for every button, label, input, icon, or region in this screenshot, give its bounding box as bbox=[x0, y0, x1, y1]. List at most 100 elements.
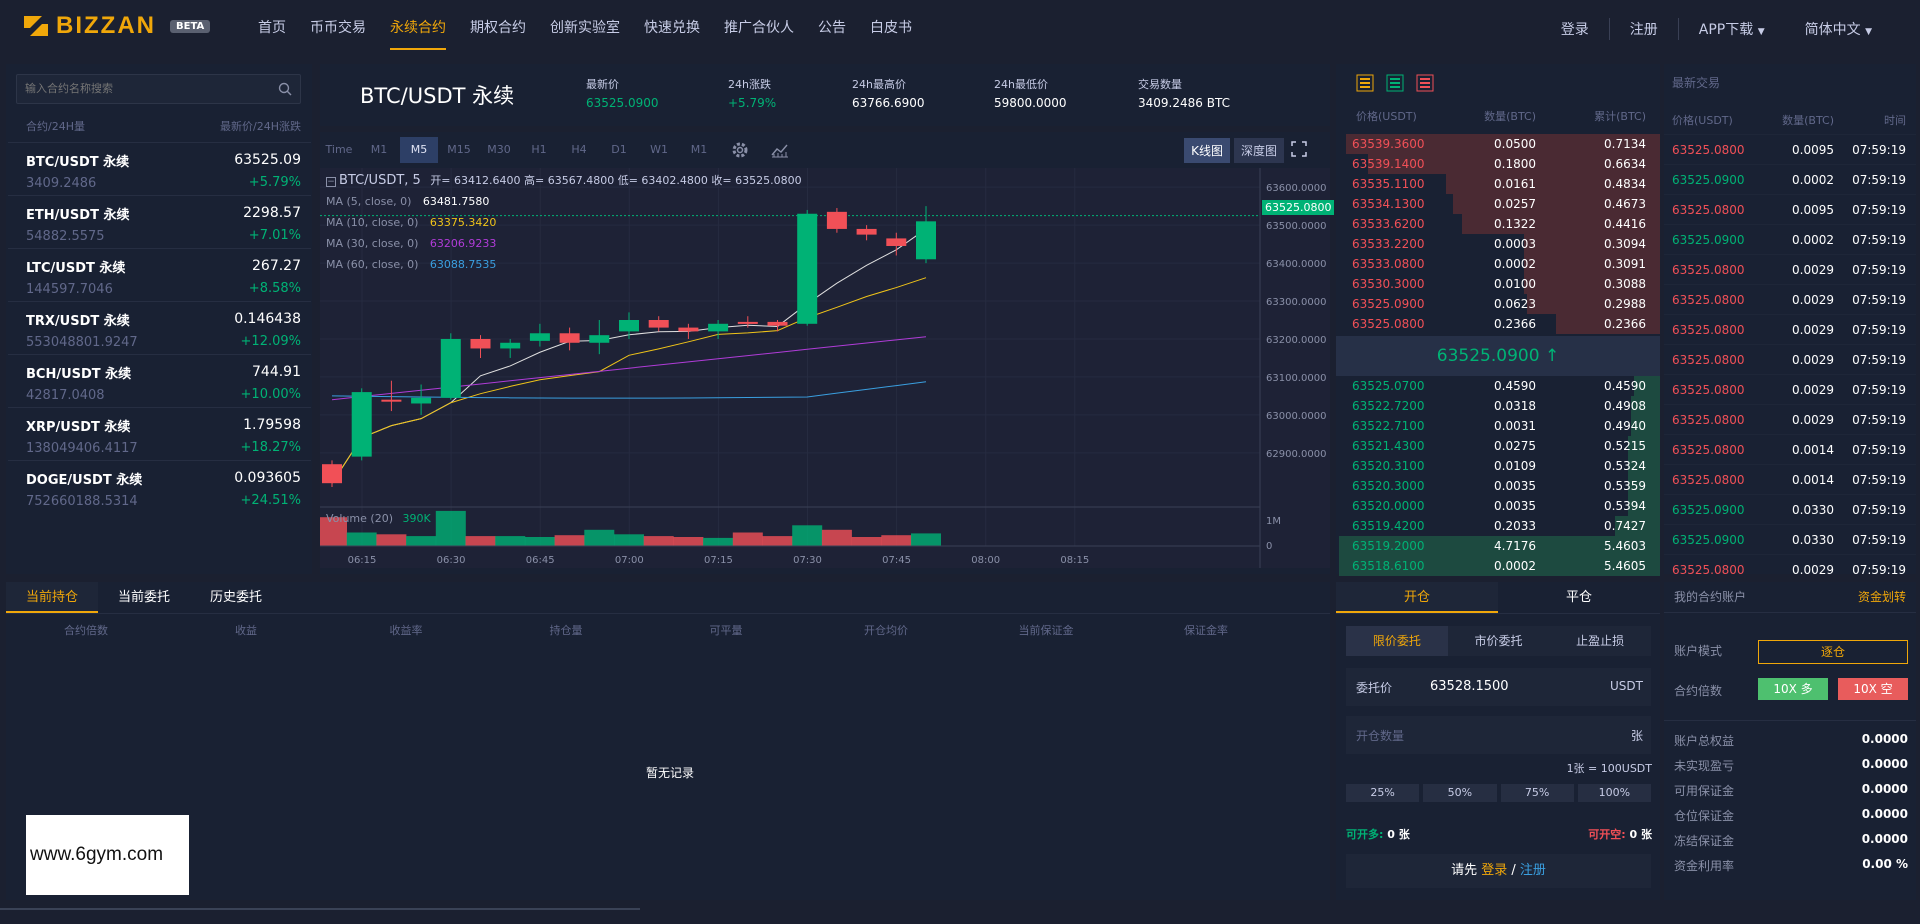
order-total: 0.3094 bbox=[1604, 237, 1646, 251]
pct-100-button[interactable]: 100% bbox=[1577, 784, 1651, 802]
tab-close[interactable]: 平仓 bbox=[1565, 590, 1592, 605]
col-amount: 数量(BTC) bbox=[1782, 114, 1834, 127]
nav-whitepaper[interactable]: 白皮书 bbox=[870, 20, 912, 36]
ask-row[interactable]: 63530.3000 0.0100 0.3088 bbox=[1336, 274, 1660, 294]
price-field[interactable]: 委托价 63528.1500 USDT bbox=[1346, 668, 1651, 706]
collapse-icon[interactable]: − bbox=[326, 177, 336, 187]
bid-row[interactable]: 63522.7100 0.0031 0.4940 bbox=[1336, 416, 1660, 436]
interval-time[interactable]: Time bbox=[325, 143, 353, 156]
nav-announce[interactable]: 公告 bbox=[818, 20, 846, 36]
login-link[interactable]: 登录 bbox=[1560, 22, 1589, 38]
ma-value: 63206.9233 bbox=[429, 237, 497, 250]
trade-time: 07:59:19 bbox=[1852, 472, 1906, 487]
quantity-field[interactable]: 开仓数量 张 bbox=[1346, 716, 1651, 754]
app-download-menu[interactable]: APP下载 ▼ bbox=[1679, 19, 1785, 39]
register-link[interactable]: 注册 bbox=[1629, 22, 1658, 38]
nav-options[interactable]: 期权合约 bbox=[470, 20, 526, 36]
ask-row[interactable]: 63533.2200 0.0003 0.3094 bbox=[1336, 234, 1660, 254]
book-asks-icon[interactable] bbox=[1416, 74, 1434, 92]
col-price-change: 最新价/24H涨跌 bbox=[220, 120, 301, 133]
ask-row[interactable]: 63533.0800 0.0002 0.3091 bbox=[1336, 254, 1660, 274]
book-both-icon[interactable] bbox=[1356, 74, 1374, 92]
bid-row[interactable]: 63518.6100 0.0002 5.4605 bbox=[1336, 556, 1660, 576]
slash: / bbox=[1511, 863, 1516, 878]
trade-price: 63525.0900 bbox=[1672, 502, 1745, 517]
interval-h1[interactable]: H1 bbox=[531, 143, 547, 156]
interval-m15[interactable]: M15 bbox=[447, 143, 471, 156]
ask-row[interactable]: 63534.1300 0.0257 0.4673 bbox=[1336, 194, 1660, 214]
trade-time: 07:59:19 bbox=[1852, 442, 1906, 457]
bid-row[interactable]: 63525.0700 0.4590 0.4590 bbox=[1336, 376, 1660, 396]
horizontal-scrollbar[interactable] bbox=[0, 908, 640, 910]
volume-bar bbox=[435, 510, 466, 546]
order-price: 63539.3600 bbox=[1352, 137, 1425, 151]
bid-row[interactable]: 63520.3100 0.0109 0.5324 bbox=[1336, 456, 1660, 476]
interval-h4[interactable]: H4 bbox=[571, 143, 587, 156]
bid-row[interactable]: 63519.4200 0.2033 0.7427 bbox=[1336, 516, 1660, 536]
pct-25-button[interactable]: 25% bbox=[1346, 784, 1420, 802]
order-amount: 0.0623 bbox=[1494, 297, 1536, 311]
nav-perpetual[interactable]: 永续合约 bbox=[390, 0, 446, 58]
percent-selector: 25% 50% 75% 100% bbox=[1346, 784, 1651, 802]
interval-month[interactable]: M1 bbox=[690, 143, 708, 156]
bid-row[interactable]: 63521.4300 0.0275 0.5215 bbox=[1336, 436, 1660, 456]
kline-view-button[interactable]: K线图 bbox=[1184, 138, 1230, 163]
ask-row[interactable]: 63539.3600 0.0500 0.7134 bbox=[1336, 134, 1660, 154]
trade-price: 63525.0800 bbox=[1672, 322, 1745, 337]
ask-row[interactable]: 63539.1400 0.1800 0.6634 bbox=[1336, 154, 1660, 174]
interval-m30[interactable]: M30 bbox=[487, 143, 511, 156]
market-row-btc[interactable]: BTC/USDT 永续 3409.2486 63525.09 +5.79% bbox=[8, 142, 311, 195]
nav-partner[interactable]: 推广合伙人 bbox=[724, 20, 794, 36]
market-row-eth[interactable]: ETH/USDT 永续 54882.5575 2298.57 +7.01% bbox=[8, 195, 311, 248]
interval-w1[interactable]: W1 bbox=[650, 143, 668, 156]
ma-value: 63375.3420 bbox=[429, 216, 497, 229]
long-leverage-button[interactable]: 10X 多 bbox=[1758, 678, 1828, 700]
language-menu[interactable]: 简体中文 ▼ bbox=[1785, 19, 1920, 39]
login-link[interactable]: 登录 bbox=[1481, 863, 1508, 878]
pct-50-button[interactable]: 50% bbox=[1423, 784, 1497, 802]
bid-row[interactable]: 63520.0000 0.0035 0.5394 bbox=[1336, 496, 1660, 516]
kline-chart[interactable]: 63600.0000 63500.0000 63400.0000 63300.0000… bbox=[320, 168, 1330, 568]
nav-spot[interactable]: 币币交易 bbox=[310, 20, 366, 36]
market-row-trx[interactable]: TRX/USDT 永续 553048801.9247 0.146438 +12.… bbox=[8, 301, 311, 354]
depth-bar bbox=[1634, 376, 1660, 396]
gear-icon[interactable] bbox=[720, 139, 760, 161]
market-row-ltc[interactable]: LTC/USDT 永续 144597.7046 267.27 +8.58% bbox=[8, 248, 311, 301]
ask-row[interactable]: 63525.0800 0.2366 0.2366 bbox=[1336, 314, 1660, 334]
bid-row[interactable]: 63522.7200 0.0318 0.4908 bbox=[1336, 396, 1660, 416]
ask-row[interactable]: 63535.1100 0.0161 0.4834 bbox=[1336, 174, 1660, 194]
tab-limit-order[interactable]: 限价委托 bbox=[1346, 626, 1448, 656]
interval-m5[interactable]: M5 bbox=[400, 137, 438, 163]
fullscreen-icon[interactable] bbox=[1284, 138, 1314, 160]
ask-row[interactable]: 63525.0900 0.0623 0.2988 bbox=[1336, 294, 1660, 314]
brand-logo[interactable]: BIZZAN BETA bbox=[22, 12, 211, 40]
tab-open-orders[interactable]: 当前委托 bbox=[118, 590, 171, 605]
indicators-icon[interactable] bbox=[760, 139, 800, 161]
search-icon[interactable] bbox=[278, 82, 292, 96]
tab-order-history[interactable]: 历史委托 bbox=[210, 590, 263, 605]
market-search-input[interactable] bbox=[17, 75, 267, 103]
bid-row[interactable]: 63520.3000 0.0035 0.5359 bbox=[1336, 476, 1660, 496]
nav-swap[interactable]: 快速兑换 bbox=[644, 20, 700, 36]
market-row-xrp[interactable]: XRP/USDT 永续 138049406.4117 1.79598 +18.2… bbox=[8, 407, 311, 460]
bid-row[interactable]: 63519.2000 4.7176 5.4603 bbox=[1336, 536, 1660, 556]
register-link[interactable]: 注册 bbox=[1519, 863, 1546, 878]
order-total: 0.7427 bbox=[1604, 519, 1646, 533]
depth-view-button[interactable]: 深度图 bbox=[1233, 138, 1284, 163]
tab-open[interactable]: 开仓 bbox=[1336, 582, 1498, 613]
pct-75-button[interactable]: 75% bbox=[1500, 784, 1574, 802]
book-bids-icon[interactable] bbox=[1386, 74, 1404, 92]
transfer-link[interactable]: 资金划转 bbox=[1857, 590, 1906, 604]
ask-row[interactable]: 63533.6200 0.1322 0.4416 bbox=[1336, 214, 1660, 234]
tab-tp-sl[interactable]: 止盈止损 bbox=[1576, 634, 1625, 648]
interval-d1[interactable]: D1 bbox=[611, 143, 627, 156]
short-leverage-button[interactable]: 10X 空 bbox=[1838, 678, 1908, 700]
market-row-doge[interactable]: DOGE/USDT 永续 752660188.5314 0.093605 +24… bbox=[8, 460, 311, 513]
nav-lab[interactable]: 创新实验室 bbox=[550, 20, 620, 36]
nav-home[interactable]: 首页 bbox=[258, 20, 286, 36]
tab-current-positions[interactable]: 当前持仓 bbox=[6, 582, 99, 613]
market-row-bch[interactable]: BCH/USDT 永续 42817.0408 744.91 +10.00% bbox=[8, 354, 311, 407]
interval-m1[interactable]: M1 bbox=[370, 143, 388, 156]
tab-market-order[interactable]: 市价委托 bbox=[1474, 634, 1523, 648]
mode-button[interactable]: 逐仓 bbox=[1758, 640, 1908, 664]
